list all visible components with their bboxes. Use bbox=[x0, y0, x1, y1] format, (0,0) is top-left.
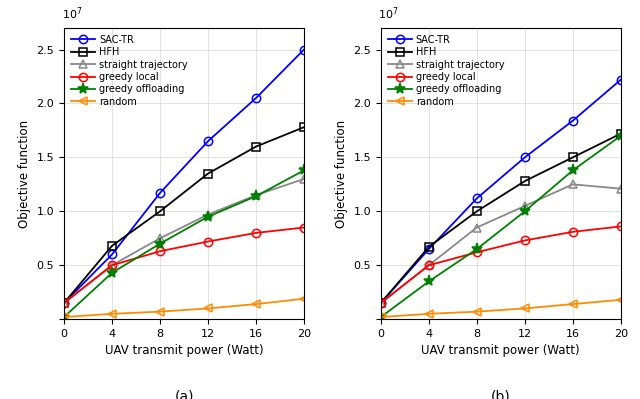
greedy local bbox=[569, 229, 577, 234]
straight trajectory bbox=[204, 212, 212, 217]
Line: greedy offloading: greedy offloading bbox=[58, 165, 310, 323]
greedy offloading bbox=[425, 279, 433, 284]
greedy offloading bbox=[60, 315, 68, 320]
straight trajectory bbox=[617, 186, 625, 191]
greedy local bbox=[156, 249, 164, 254]
greedy local bbox=[60, 300, 68, 305]
SAC-TR bbox=[300, 47, 308, 52]
random bbox=[204, 306, 212, 311]
Title: (a): (a) bbox=[174, 390, 194, 399]
greedy offloading bbox=[252, 194, 260, 199]
SAC-TR bbox=[252, 96, 260, 101]
HFH bbox=[156, 209, 164, 214]
Text: $10^7$: $10^7$ bbox=[61, 6, 82, 22]
random bbox=[521, 306, 529, 311]
random bbox=[377, 315, 385, 320]
greedy local bbox=[252, 231, 260, 235]
SAC-TR bbox=[108, 252, 116, 257]
straight trajectory bbox=[60, 300, 68, 305]
straight trajectory bbox=[377, 300, 385, 305]
Line: HFH: HFH bbox=[60, 123, 308, 307]
SAC-TR bbox=[377, 300, 385, 305]
X-axis label: UAV transmit power (Watt): UAV transmit power (Watt) bbox=[105, 344, 263, 358]
HFH bbox=[473, 209, 481, 214]
HFH bbox=[60, 300, 68, 305]
random bbox=[617, 297, 625, 302]
Line: random: random bbox=[60, 294, 308, 321]
random bbox=[473, 309, 481, 314]
Y-axis label: Objective function: Objective function bbox=[18, 120, 31, 227]
SAC-TR bbox=[204, 139, 212, 144]
Line: HFH: HFH bbox=[376, 130, 625, 307]
random bbox=[108, 311, 116, 316]
greedy local bbox=[204, 239, 212, 244]
greedy offloading bbox=[108, 271, 116, 275]
HFH bbox=[521, 179, 529, 184]
straight trajectory bbox=[569, 182, 577, 187]
SAC-TR bbox=[569, 119, 577, 123]
straight trajectory bbox=[473, 225, 481, 230]
Line: straight trajectory: straight trajectory bbox=[60, 175, 308, 307]
greedy offloading bbox=[473, 247, 481, 251]
greedy offloading bbox=[569, 168, 577, 173]
Text: $10^7$: $10^7$ bbox=[378, 6, 399, 22]
random bbox=[300, 296, 308, 301]
greedy offloading bbox=[300, 168, 308, 173]
Line: straight trajectory: straight trajectory bbox=[376, 180, 625, 307]
SAC-TR bbox=[156, 191, 164, 196]
Line: greedy local: greedy local bbox=[60, 223, 308, 307]
HFH bbox=[108, 243, 116, 248]
Line: greedy local: greedy local bbox=[376, 222, 625, 307]
random bbox=[156, 309, 164, 314]
greedy offloading bbox=[377, 315, 385, 320]
SAC-TR bbox=[60, 300, 68, 305]
random bbox=[60, 315, 68, 320]
X-axis label: UAV transmit power (Watt): UAV transmit power (Watt) bbox=[422, 344, 580, 358]
greedy offloading bbox=[156, 241, 164, 246]
greedy offloading bbox=[617, 133, 625, 138]
straight trajectory bbox=[521, 203, 529, 208]
Line: SAC-TR: SAC-TR bbox=[376, 75, 625, 307]
Legend: SAC-TR, HFH, straight trajectory, greedy local, greedy offloading, random: SAC-TR, HFH, straight trajectory, greedy… bbox=[386, 33, 506, 109]
greedy local bbox=[108, 263, 116, 268]
Line: SAC-TR: SAC-TR bbox=[60, 45, 308, 307]
greedy local bbox=[473, 250, 481, 255]
straight trajectory bbox=[252, 193, 260, 198]
straight trajectory bbox=[156, 236, 164, 241]
greedy local bbox=[377, 300, 385, 305]
HFH bbox=[425, 245, 433, 249]
random bbox=[425, 311, 433, 316]
straight trajectory bbox=[108, 263, 116, 268]
Legend: SAC-TR, HFH, straight trajectory, greedy local, greedy offloading, random: SAC-TR, HFH, straight trajectory, greedy… bbox=[69, 33, 189, 109]
HFH bbox=[252, 144, 260, 149]
HFH bbox=[300, 125, 308, 130]
straight trajectory bbox=[425, 263, 433, 268]
greedy local bbox=[521, 238, 529, 243]
straight trajectory bbox=[300, 177, 308, 182]
greedy local bbox=[425, 263, 433, 268]
Y-axis label: Objective function: Objective function bbox=[335, 120, 348, 227]
Line: greedy offloading: greedy offloading bbox=[375, 130, 627, 323]
HFH bbox=[569, 155, 577, 160]
SAC-TR bbox=[521, 155, 529, 160]
HFH bbox=[204, 171, 212, 176]
random bbox=[252, 302, 260, 306]
SAC-TR bbox=[473, 196, 481, 201]
SAC-TR bbox=[617, 77, 625, 82]
Line: random: random bbox=[376, 296, 625, 321]
greedy offloading bbox=[521, 209, 529, 214]
greedy offloading bbox=[204, 214, 212, 219]
HFH bbox=[377, 300, 385, 305]
SAC-TR bbox=[425, 247, 433, 251]
Title: (b): (b) bbox=[491, 390, 511, 399]
greedy local bbox=[617, 224, 625, 229]
random bbox=[569, 302, 577, 306]
greedy local bbox=[300, 225, 308, 230]
HFH bbox=[617, 131, 625, 136]
